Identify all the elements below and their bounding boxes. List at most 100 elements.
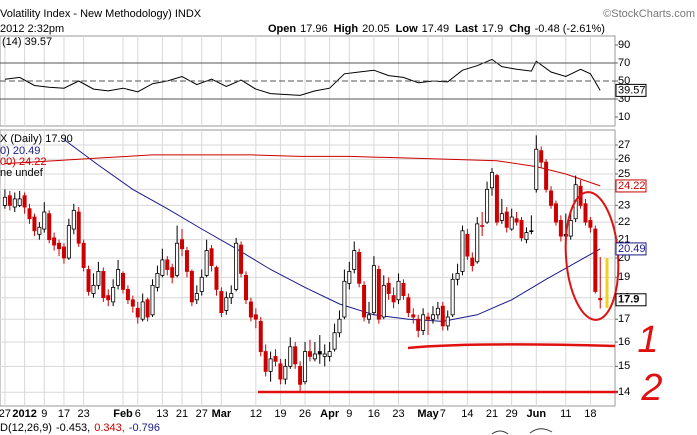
candle-body <box>366 314 371 320</box>
x-tick-label: Mar <box>212 408 232 420</box>
value-box <box>615 242 647 256</box>
candle-body <box>588 220 593 228</box>
stat-label: High <box>334 23 359 35</box>
candle-body <box>534 148 539 190</box>
macd-part: -0.796 <box>129 422 160 434</box>
value-box <box>615 83 647 97</box>
candle-body <box>234 242 239 290</box>
candle-body <box>258 321 263 352</box>
moving-average <box>63 139 601 322</box>
y-tick-label: 15 <box>618 360 630 372</box>
candle-body <box>416 318 421 331</box>
candle-body <box>303 351 308 383</box>
legend-ma50: 0) 20.49 <box>0 145 40 157</box>
macd-part: 0.343, <box>94 422 125 434</box>
x-tick-label: Apr <box>320 408 340 420</box>
candle-body <box>347 271 352 284</box>
candle-body <box>470 257 475 267</box>
candle-body <box>106 295 111 301</box>
rsi-tick-label: 90 <box>618 39 630 51</box>
candle-body <box>352 250 357 270</box>
candle-body <box>411 314 416 318</box>
candle-body <box>61 246 66 259</box>
candle-body <box>86 269 91 292</box>
candle-body <box>268 358 273 372</box>
candle-body <box>499 213 504 221</box>
candle-body <box>342 280 347 318</box>
candle-body <box>401 282 406 297</box>
x-tick-label: 14 <box>461 408 473 420</box>
candle-body <box>184 250 189 272</box>
candle-body <box>32 216 37 232</box>
candle-body <box>27 208 32 220</box>
y-tick-label: 23 <box>618 199 630 211</box>
candle-body <box>312 353 317 360</box>
macd-label: D(12,26,9) -0.453, 0.343, -0.796 <box>0 422 160 434</box>
candle-body <box>170 267 175 278</box>
marks <box>2 58 603 393</box>
candle-body <box>485 188 490 223</box>
candle-body <box>7 195 12 206</box>
candle-body <box>327 351 332 357</box>
x-tick-label: May <box>417 408 439 420</box>
x-tick-label: 12 <box>250 408 262 420</box>
candle-body <box>357 252 362 284</box>
candle-body <box>529 230 534 232</box>
candle-body <box>52 237 57 246</box>
candle-body <box>189 271 194 303</box>
x-tick-label: 29 <box>506 408 518 420</box>
moving-average <box>4 154 601 187</box>
candle-body <box>135 307 140 318</box>
candle-body <box>514 218 519 223</box>
candle-body <box>111 286 116 303</box>
stat-label: Last <box>455 23 478 35</box>
candle-body <box>362 284 367 318</box>
candle-body <box>455 272 460 280</box>
candle-body <box>337 318 342 334</box>
candle-body <box>125 289 130 301</box>
candle-body <box>194 293 199 301</box>
x-tick-label: 6 <box>135 408 141 420</box>
value-box-label: 24.22 <box>618 180 646 192</box>
candle-body <box>519 220 524 239</box>
candle-body <box>288 346 293 367</box>
rsi-line <box>4 58 601 96</box>
candle-body <box>307 351 312 357</box>
y-tick-label: 16 <box>618 336 630 348</box>
candle-body <box>381 284 386 318</box>
candle-body <box>406 297 411 314</box>
candle-body <box>57 242 62 250</box>
stat-label: Low <box>396 23 418 35</box>
candle-body <box>175 242 180 276</box>
stat-value: 17.9 <box>482 23 503 35</box>
rsi-tick-label: 10 <box>618 111 630 123</box>
annotation-line <box>407 343 616 350</box>
candle-body <box>204 250 209 276</box>
rsi-label: (14) 39.57 <box>2 36 52 48</box>
x-tick-label: 19 <box>274 408 286 420</box>
candle-body <box>549 190 554 206</box>
candle-body <box>140 301 145 320</box>
x-tick-label: Jun <box>526 408 546 420</box>
candle-body <box>558 220 563 237</box>
candle-body <box>553 203 558 223</box>
candle-body <box>332 332 337 350</box>
x-tick-label: 27 <box>0 408 11 420</box>
candle-body <box>509 216 514 230</box>
x-tick-label: 21 <box>176 408 188 420</box>
x-tick-label: 21 <box>486 408 498 420</box>
candle-body <box>76 211 81 244</box>
x-tick-label: 17 <box>58 408 70 420</box>
candle-body <box>71 209 76 230</box>
candle-body <box>568 220 573 237</box>
stat-value: 17.96 <box>300 23 328 35</box>
legend-extra: ne undef <box>0 167 44 179</box>
value-box-label: 39.57 <box>618 84 646 96</box>
candle-body <box>248 301 253 318</box>
candle-body <box>180 239 185 250</box>
candle-body <box>322 353 327 357</box>
rsi-tick-label: 70 <box>618 57 630 69</box>
candle-body <box>460 230 465 272</box>
y-tick-label: 17 <box>618 313 630 325</box>
legend-ma200: 00) 24.22 <box>0 156 46 168</box>
